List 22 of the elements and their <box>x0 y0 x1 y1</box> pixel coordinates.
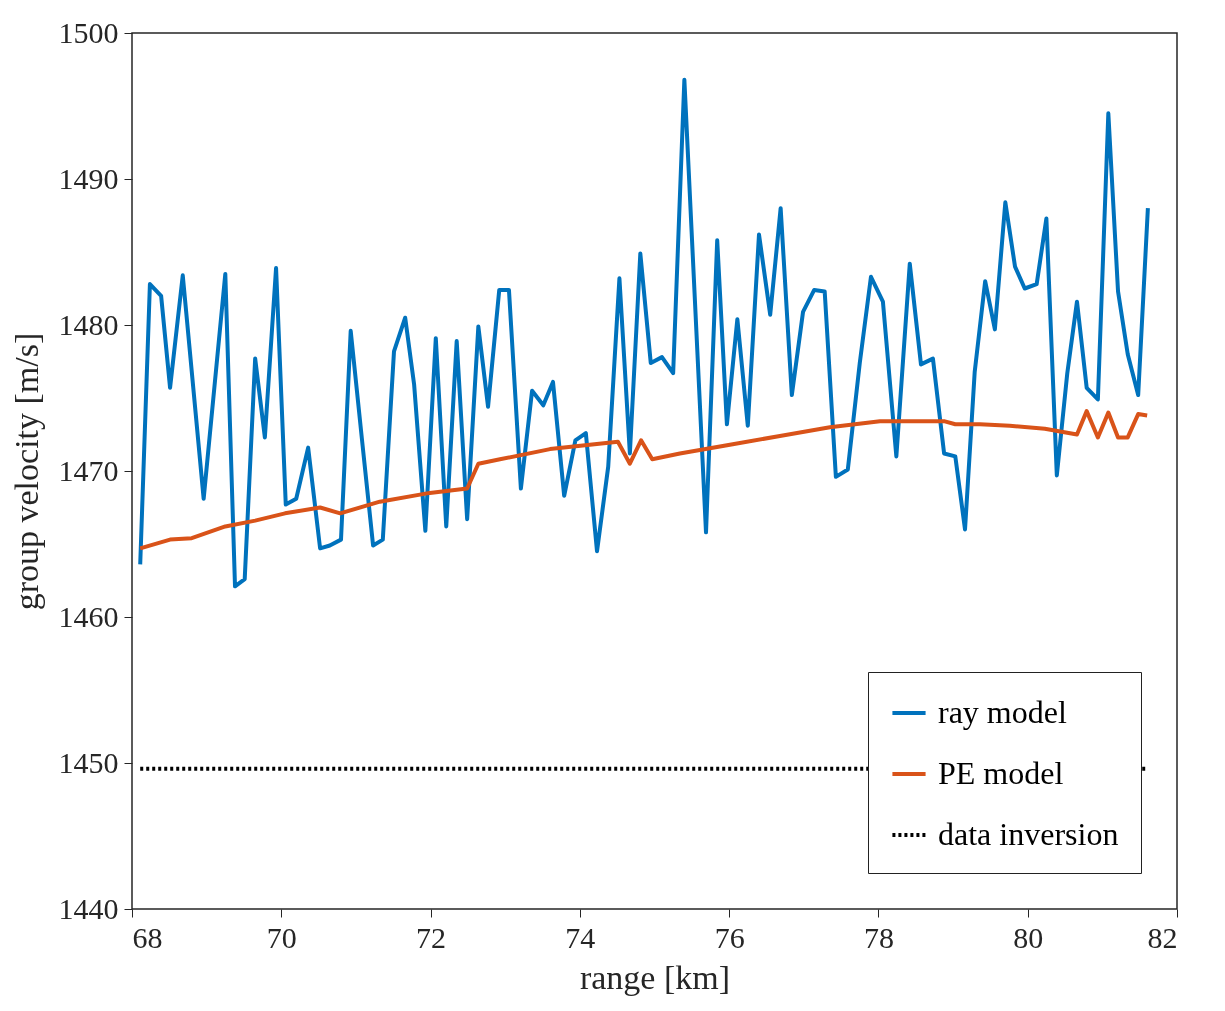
y-tick-label: 1480 <box>58 307 119 341</box>
x-tick-label: 76 <box>714 920 745 954</box>
y-tick-label: 1490 <box>58 161 119 195</box>
x-tick-label: 78 <box>863 920 894 954</box>
x-tick-label: 82 <box>1147 920 1178 954</box>
line-series <box>138 77 1150 589</box>
x-tick-label: 68 <box>132 920 163 954</box>
x-tick-label: 70 <box>266 920 297 954</box>
x-tick-label: 74 <box>565 920 596 954</box>
y-tick-label: 1440 <box>58 891 119 925</box>
line-series <box>138 409 1150 551</box>
x-axis-title: range [km] <box>579 958 731 996</box>
y-tick-label: 1460 <box>58 599 119 633</box>
legend-label: ray model <box>938 694 1067 730</box>
y-tick-label: 1470 <box>58 453 119 487</box>
x-tick-label: 72 <box>416 920 447 954</box>
y-tick-label: 1500 <box>58 15 119 49</box>
y-tick-label: 1450 <box>58 745 119 779</box>
legend-label: data inversion <box>938 816 1119 852</box>
x-tick-label: 80 <box>1013 920 1044 954</box>
legend-label: PE model <box>938 755 1064 791</box>
y-axis-title: group velocity [m/s] <box>7 332 45 611</box>
